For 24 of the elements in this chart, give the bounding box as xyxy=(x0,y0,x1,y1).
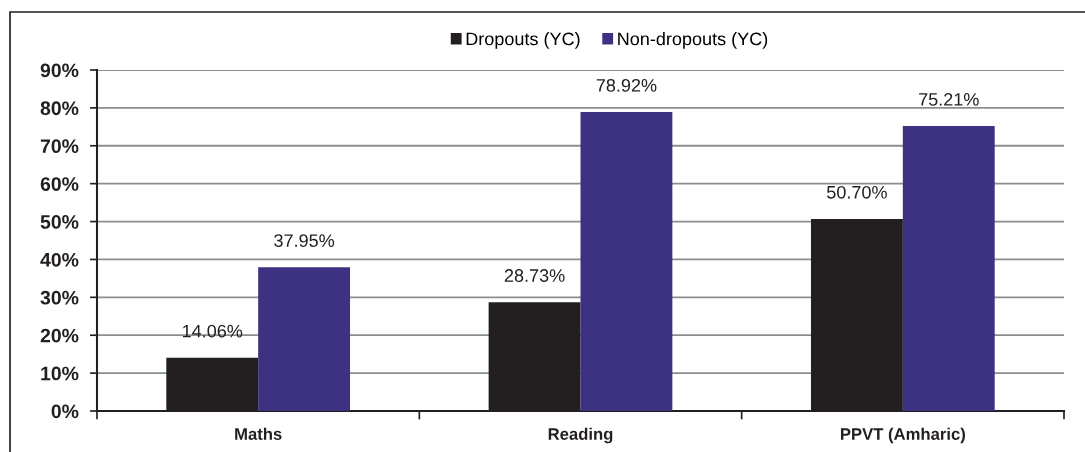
y-tick-label: 0% xyxy=(51,404,79,419)
data-label: 75.21% xyxy=(919,93,979,106)
bar xyxy=(258,267,351,411)
y-tick-label: 90% xyxy=(40,63,79,78)
legend-label: Non-dropouts (YC) xyxy=(618,32,768,49)
x-tick-label: Maths xyxy=(235,427,282,440)
y-tick-label: 70% xyxy=(40,139,79,154)
data-label: 14.06% xyxy=(182,324,243,338)
y-tick-label: 40% xyxy=(40,252,79,267)
x-tick-label: Reading xyxy=(548,427,613,444)
y-tick-label: 30% xyxy=(40,290,79,305)
y-tick-label: 80% xyxy=(40,101,79,116)
bar xyxy=(580,111,673,411)
data-label: 50.70% xyxy=(827,185,887,199)
data-label: 37.95% xyxy=(274,234,335,247)
data-label: 78.92% xyxy=(596,78,657,92)
y-tick-label: 20% xyxy=(40,328,79,343)
y-tick-label: 10% xyxy=(41,366,79,381)
legend-label: Dropouts (YC) xyxy=(466,32,580,49)
y-tick-label: 50% xyxy=(40,215,79,229)
bar xyxy=(902,126,995,411)
data-label: 28.73% xyxy=(504,269,565,282)
x-tick-label: PPVT (Amharic) xyxy=(840,427,965,444)
y-tick-label: 60% xyxy=(40,177,79,191)
